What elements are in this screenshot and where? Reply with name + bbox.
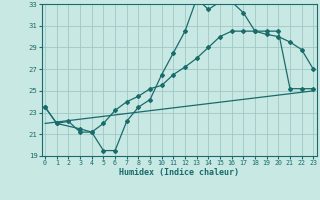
X-axis label: Humidex (Indice chaleur): Humidex (Indice chaleur) bbox=[119, 168, 239, 177]
